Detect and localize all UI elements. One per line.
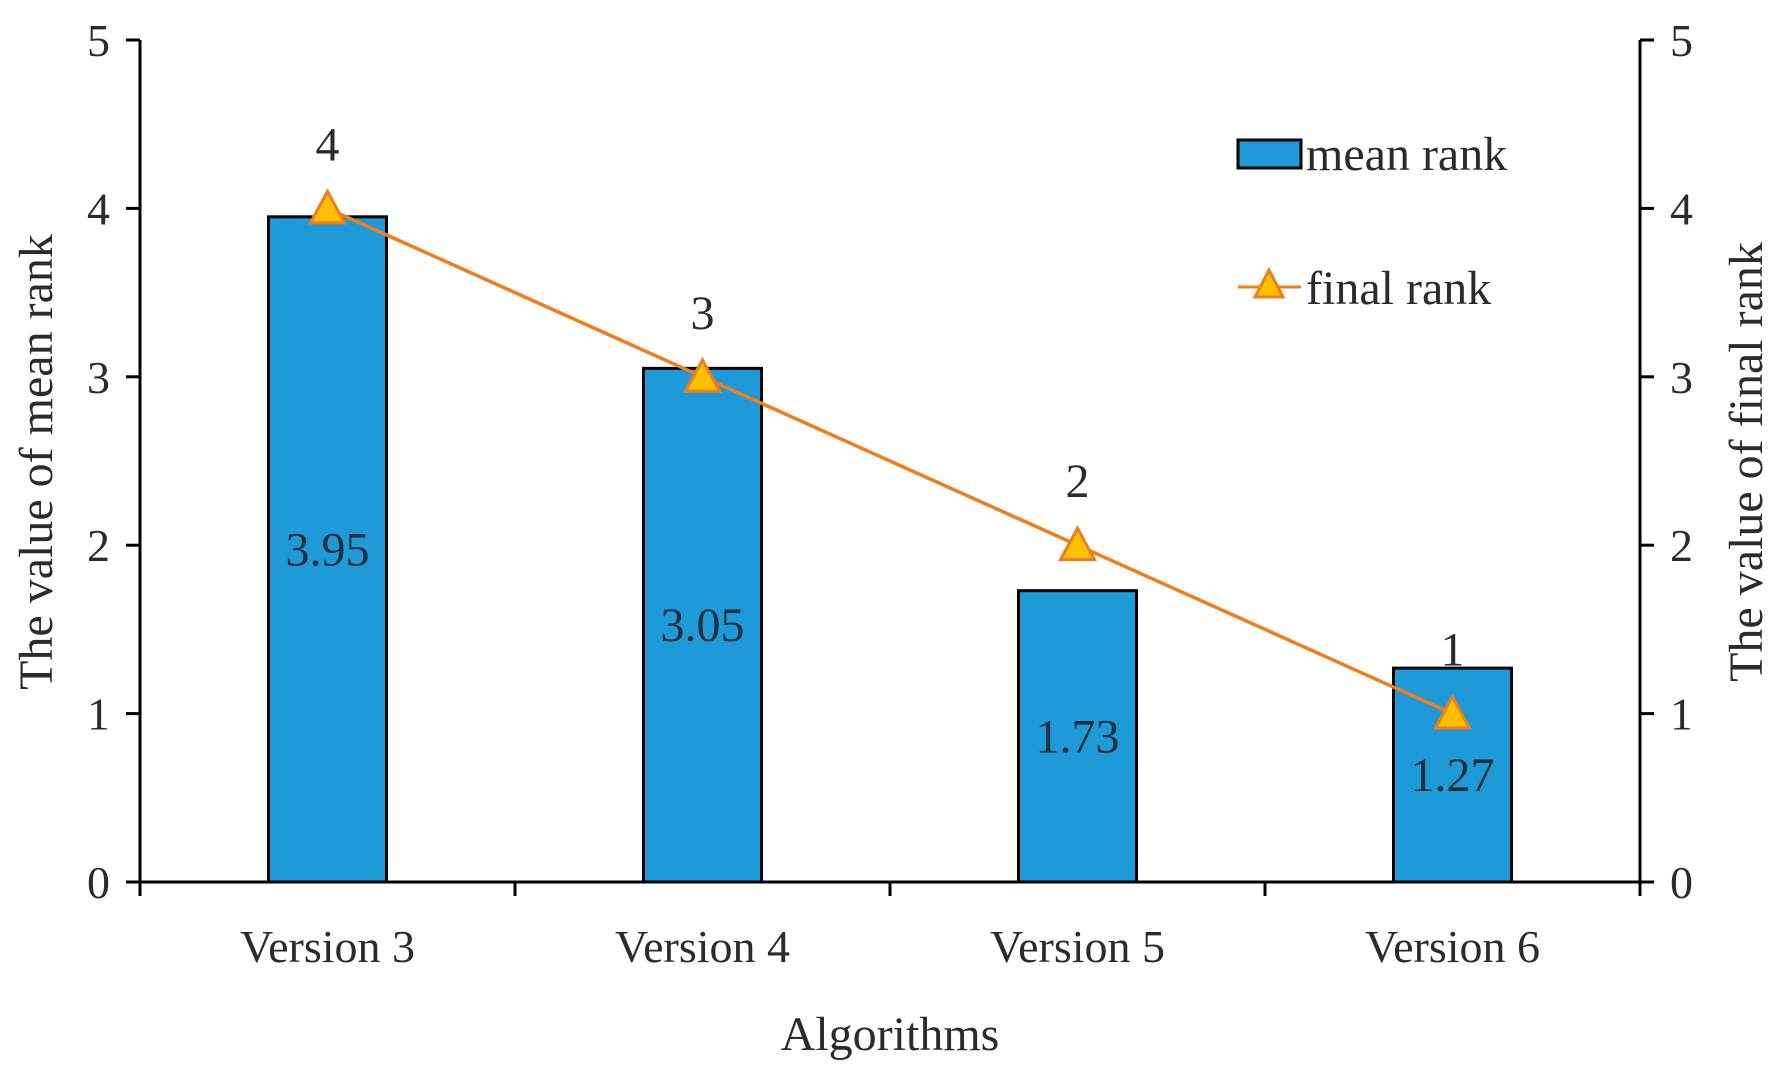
final-rank-marker: [1057, 525, 1098, 562]
x-axis-ticks: Version 3 Version 4 Version 5 Version 6: [138, 882, 1642, 972]
line-value-labels: 4 3 2 1: [316, 118, 1465, 676]
bar-value-label: 1.27: [1411, 749, 1495, 802]
final-rank-label: 1: [1441, 624, 1465, 677]
bar-value-label: 3.95: [286, 523, 370, 576]
y2-tick-label: 1: [1670, 689, 1693, 740]
y2-tick-label: 4: [1670, 183, 1693, 234]
final-rank-line: [326, 206, 1454, 716]
bar: [1017, 589, 1138, 884]
x-axis-title: Algorithms: [781, 1008, 1000, 1061]
bar-series: [267, 215, 1513, 884]
bar-value-label: 3.05: [661, 599, 745, 652]
y-tick-label: 4: [87, 183, 110, 234]
y2-axis-title: The value of final rank: [1720, 242, 1773, 682]
y2-tick-label: 3: [1670, 352, 1693, 403]
x-tick-label: Version 5: [990, 921, 1165, 972]
y-tick-label: 0: [87, 857, 110, 908]
y2-tick-label: 2: [1670, 520, 1693, 571]
y-tick-label: 3: [87, 352, 110, 403]
bar: [267, 215, 388, 884]
final-rank-label: 2: [1066, 455, 1090, 508]
line-series: [307, 188, 1473, 730]
legend-bar-label: mean rank: [1306, 128, 1507, 181]
final-rank-marker: [1432, 693, 1473, 730]
bar-value-labels: 3.95 3.05 1.73 1.27: [286, 523, 1495, 802]
x-tick-label: Version 6: [1365, 921, 1540, 972]
final-rank-label: 4: [316, 118, 340, 171]
x-tick-label: Version 4: [615, 921, 790, 972]
final-rank-marker: [682, 356, 723, 393]
y2-tick-label: 5: [1670, 15, 1693, 66]
y-axis-title: The value of mean rank: [10, 234, 63, 690]
legend-triangle-icon: [1252, 266, 1286, 299]
legend-bar-swatch: [1236, 138, 1303, 170]
y2-tick-label: 0: [1670, 857, 1693, 908]
bar-value-label: 1.73: [1036, 710, 1120, 763]
left-axis-ticks: 0 1 2 3 4 5: [87, 15, 140, 908]
y-tick-label: 1: [87, 689, 110, 740]
x-tick-label: Version 3: [240, 921, 415, 972]
legend-line-label: final rank: [1306, 262, 1491, 315]
final-rank-label: 3: [691, 287, 715, 340]
y-tick-label: 5: [87, 15, 110, 66]
final-rank-marker: [307, 188, 348, 225]
legend: mean rank final rank: [1236, 128, 1507, 315]
y-tick-label: 2: [87, 520, 110, 571]
right-axis-ticks: 0 1 2 3 4 5: [1640, 15, 1693, 908]
